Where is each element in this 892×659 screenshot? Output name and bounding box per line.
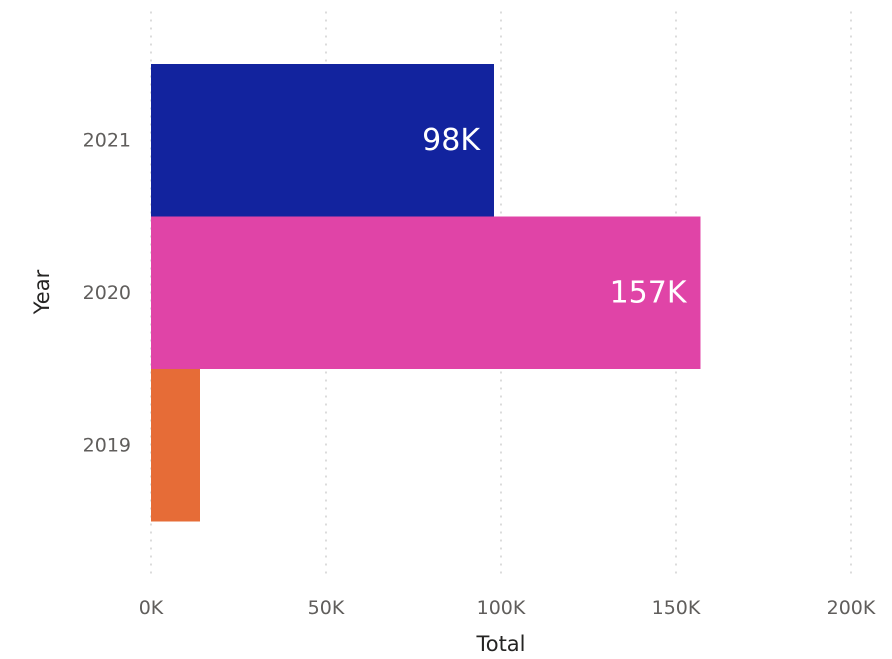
data-label-2020: 157K	[610, 275, 688, 310]
data-label-2021: 98K	[422, 123, 481, 158]
bar-2019[interactable]	[151, 369, 200, 522]
y-axis-ticks: 2021 2020 2019	[83, 129, 131, 456]
bar-2021[interactable]	[151, 64, 494, 217]
x-axis-title: Total	[475, 632, 525, 656]
y-tick-label: 2020	[83, 282, 131, 304]
x-tick-label: 0K	[139, 597, 164, 619]
x-tick-label: 200K	[827, 597, 876, 619]
x-tick-label: 50K	[308, 597, 345, 619]
bars	[151, 64, 701, 522]
y-tick-label: 2019	[83, 434, 131, 456]
bar-2020[interactable]	[151, 216, 701, 370]
data-labels: 98K 157K	[422, 123, 688, 311]
x-axis-ticks: 0K 50K 100K 150K 200K	[139, 597, 876, 619]
y-tick-label: 2021	[83, 129, 131, 151]
y-axis-title: Year	[30, 269, 54, 315]
x-tick-label: 150K	[652, 597, 701, 619]
x-tick-label: 100K	[477, 597, 526, 619]
